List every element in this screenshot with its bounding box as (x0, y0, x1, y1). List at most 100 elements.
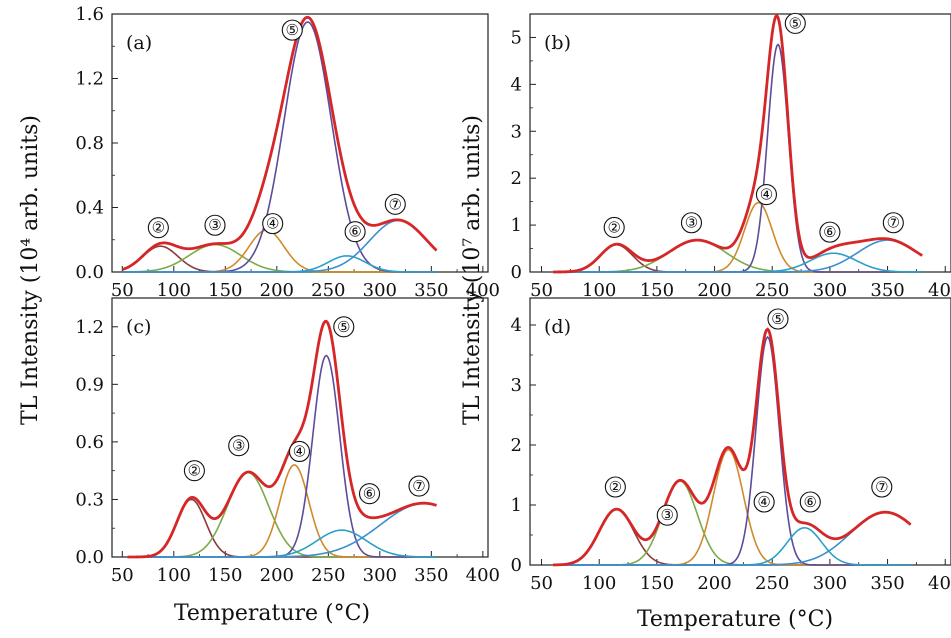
annotation-label: ② (609, 478, 622, 496)
panel-label: (a) (126, 32, 152, 54)
annotation-label: ⑤ (789, 14, 802, 32)
y-tick-label: 3 (511, 375, 522, 396)
y-tick-label: 0 (511, 262, 522, 283)
x-tick-label: 200 (260, 565, 294, 586)
annotation-label: ② (152, 219, 165, 237)
annotation-circle (358, 483, 381, 505)
annotation-label: ⑦ (412, 477, 425, 495)
peak-annotation: ⑦ (384, 193, 406, 215)
peak-annotation: ④ (262, 213, 284, 235)
peak-annotation: ③ (656, 504, 678, 526)
panel-label: (d) (544, 316, 571, 338)
peak-7-curve (127, 502, 437, 558)
x-tick-label: 200 (697, 280, 731, 301)
x-tick-label: 100 (157, 280, 191, 301)
x-tick-label: 150 (208, 280, 242, 301)
x-tick-label: 350 (870, 573, 904, 594)
annotation-circle (767, 308, 789, 330)
panel-b: 50 100 150 200 250 300 350 400 0 1 2 3 4 5 (b) ② ③ ④ ⑤ ⑥ ⑦ (511, 12, 951, 301)
x-tick-label: 300 (813, 280, 847, 301)
annotation-label: ⑤ (771, 310, 784, 328)
total-glow-curve (553, 13, 923, 274)
axis-titles: TL Intensity (10⁴ arb. units) TL Intensi… (18, 115, 833, 632)
y-tick-label: 3 (511, 121, 522, 142)
plot-frame (529, 297, 951, 566)
x-tick-label: 200 (697, 573, 731, 594)
peak-annotation: ② (183, 460, 205, 482)
y-tick-label: 2 (511, 168, 522, 189)
peak-7-curve (553, 239, 923, 273)
x-tick-label: 250 (755, 280, 789, 301)
annotation-circle (603, 216, 625, 238)
x-tick-label: 300 (363, 565, 397, 586)
annotation-circle (882, 212, 904, 234)
peak-annotation: ② (147, 217, 169, 239)
plot-frame (111, 13, 489, 273)
annotation-label: ④ (293, 442, 306, 460)
peak-3-curve (553, 239, 923, 273)
x-tick-label: 50 (111, 280, 134, 301)
x-tick-label: 150 (640, 280, 674, 301)
y-axis-title-left: TL Intensity (10⁴ arb. units) (18, 115, 43, 425)
peak-4-curve (127, 464, 437, 558)
peak-annotation: ⑥ (819, 221, 841, 243)
peak-annotation: ② (603, 216, 625, 238)
x-tick-label: 250 (755, 573, 789, 594)
y-tick-label: 0.4 (75, 198, 104, 219)
y-tick-label: 0.0 (75, 262, 104, 283)
x-axis-title-left: Temperature (°C) (174, 601, 370, 626)
x-tick-label: 100 (582, 573, 616, 594)
y-tick-label: 0.8 (75, 133, 104, 154)
peak-annotation: ③ (228, 435, 250, 457)
annotation-circle (819, 221, 841, 243)
annotation-circle (204, 214, 226, 236)
plot-frame (111, 297, 489, 558)
total-glow-curve (121, 15, 438, 271)
x-tick-label: 200 (260, 280, 294, 301)
panel-d: 50 100 150 200 250 300 350 400 0 1 2 3 4 (d) ② ③ ④ ⑤ ⑥ ⑦ (511, 297, 951, 594)
peak-6-curve (553, 252, 923, 273)
annotation-label: ③ (232, 437, 245, 455)
annotation-label: ⑦ (389, 195, 402, 213)
x-tick-label: 400 (466, 280, 500, 301)
peak-annotation: ④ (288, 440, 311, 463)
peak-annotation: ⑤ (333, 316, 355, 338)
peak-2-curve (122, 245, 437, 273)
x-tick-label: 100 (582, 280, 616, 301)
annotation-label: ④ (760, 186, 773, 204)
annotation-label: ④ (266, 215, 279, 233)
annotation-circle (262, 213, 284, 235)
peak-annotation: ④ (753, 491, 775, 513)
peak-7-curve (122, 219, 438, 273)
annotation-label: ⑥ (363, 485, 376, 503)
peak-annotation: ⑥ (358, 483, 381, 505)
annotation-circle (281, 19, 303, 41)
annotation-label: ⑤ (286, 21, 299, 39)
annotation-label: ⑥ (823, 223, 836, 241)
annotation-circle (344, 221, 366, 243)
x-tick-label: 400 (928, 280, 951, 301)
panel-label: (b) (544, 32, 571, 54)
y-tick-label: 1 (511, 495, 522, 516)
x-axis-title-right: Temperature (°C) (637, 607, 833, 632)
peak-annotation: ④ (755, 184, 778, 206)
y-tick-label: 0.0 (75, 547, 104, 568)
peak-4-curve (553, 448, 911, 566)
annotation-circle (799, 491, 821, 513)
total-glow-curve (127, 319, 437, 559)
peak-annotation: ⑥ (799, 491, 821, 513)
peak-annotation: ⑤ (767, 308, 789, 330)
y-tick-label: 1.6 (75, 4, 104, 25)
annotation-circle (228, 435, 250, 457)
annotation-circle (408, 475, 430, 497)
peak-annotation: ② (604, 476, 626, 498)
annotation-circle (183, 460, 205, 482)
annotation-label: ⑥ (348, 223, 361, 241)
peak-annotation: ⑤ (281, 19, 303, 41)
annotation-label: ② (188, 462, 201, 480)
x-tick-label: 50 (111, 565, 134, 586)
x-tick-label: 400 (928, 573, 951, 594)
y-tick-label: 4 (511, 74, 522, 95)
y-tick-label: 1.2 (75, 317, 104, 338)
x-tick-label: 150 (640, 573, 674, 594)
